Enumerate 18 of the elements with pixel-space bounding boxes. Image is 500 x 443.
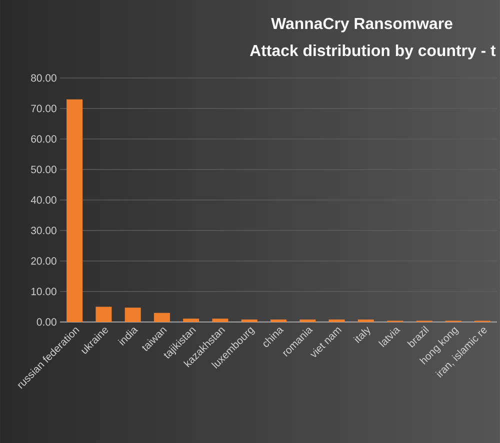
y-tick-label: 20.00	[31, 257, 56, 265]
chart-title: WannaCry Ransomware	[271, 18, 452, 32]
bar	[96, 306, 112, 322]
bar	[124, 308, 141, 322]
chart-subtitle: Attack distribution by country - t	[250, 44, 496, 60]
bar	[183, 318, 200, 322]
y-tick-label: 30.00	[31, 226, 56, 234]
bar	[154, 312, 170, 322]
y-tick-label: 50.00	[31, 166, 56, 174]
bar	[212, 318, 228, 322]
y-tick-label: 10.00	[31, 288, 56, 296]
y-tick-label: 80.00	[31, 74, 56, 82]
y-tick-label: 40.00	[30, 196, 56, 204]
y-tick-label: 0.00	[36, 318, 56, 326]
y-tick-label: 70.00	[31, 104, 56, 112]
y-tick-label: 60.00	[31, 135, 56, 143]
x-tick-label: italy	[353, 326, 370, 344]
bar	[66, 99, 83, 322]
